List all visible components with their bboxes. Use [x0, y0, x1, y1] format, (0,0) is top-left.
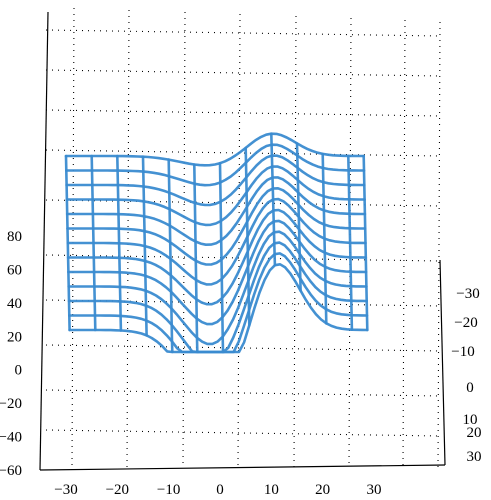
surface-row-line — [66, 197, 367, 286]
z-tick-label: 40 — [7, 296, 22, 312]
surface-column-line — [295, 142, 302, 292]
z-axis-ticks: 80 60 40 20 0 −20 −40 −60 — [0, 229, 22, 479]
bottom-x-axis-line — [39, 464, 446, 471]
surface-column-line — [218, 161, 225, 354]
surface-row-line — [64, 132, 365, 167]
grid-line — [45, 69, 441, 77]
y-tick-label: 0 — [466, 380, 474, 396]
x-axis-ticks: −30 −20 −10 0 10 20 30 — [54, 482, 381, 498]
z-tick-label: −40 — [0, 430, 22, 446]
y-tick-label: −30 — [456, 286, 479, 302]
surface-column-line — [270, 132, 277, 267]
right-y-axis-line — [439, 259, 446, 466]
z-tick-label: 20 — [7, 329, 22, 345]
grid-line — [402, 19, 406, 469]
grid-line — [45, 199, 441, 207]
z-tick-label: −60 — [0, 463, 22, 479]
surface-column-line — [321, 152, 328, 325]
y-tick-label: −10 — [451, 344, 474, 360]
grid-line — [45, 29, 441, 37]
grid-line — [293, 15, 297, 469]
x-tick-label: −20 — [106, 482, 129, 498]
z-tick-label: 60 — [7, 262, 22, 278]
surface-column-line — [90, 154, 97, 332]
surface-row-line — [65, 143, 366, 187]
y-tick-label: 20 — [467, 425, 482, 441]
grid-line — [71, 7, 75, 469]
surface-row-line — [65, 154, 366, 207]
grid-dots — [45, 7, 441, 469]
surface-row-line — [66, 187, 367, 266]
x-tick-label: −30 — [54, 482, 77, 498]
surface-mesh-rows — [64, 132, 369, 354]
grid-line — [437, 21, 441, 469]
z-tick-label: 0 — [15, 363, 23, 379]
grid-line — [45, 109, 441, 117]
surface-column-line — [64, 154, 71, 332]
surface-column-line — [362, 154, 369, 332]
z-tick-label: 80 — [7, 229, 22, 245]
grid-line — [45, 389, 441, 397]
grid-line — [126, 9, 130, 469]
surface-mesh-columns — [64, 132, 369, 354]
y-tick-label: 10 — [463, 412, 478, 428]
x-tick-label: 10 — [264, 482, 279, 498]
surface-column-line — [167, 158, 174, 354]
grid-line — [45, 429, 441, 437]
surface-column-line — [244, 146, 251, 327]
surface-row-line — [65, 176, 367, 246]
y-tick-label: −20 — [454, 315, 477, 331]
x-tick-label: 30 — [367, 482, 382, 498]
x-tick-label: 0 — [216, 482, 224, 498]
surface-row-line — [68, 263, 369, 354]
surface-column-line — [347, 154, 354, 331]
surface-column-line — [141, 155, 148, 337]
surface-column-line — [116, 154, 123, 332]
x-tick-label: 20 — [315, 482, 330, 498]
axes-frame — [39, 11, 446, 471]
surface-row-line — [65, 165, 366, 227]
grid-line — [237, 13, 241, 469]
x-tick-label: −10 — [157, 482, 180, 498]
y-tick-label: 30 — [467, 449, 482, 465]
z-tick-label: −20 — [0, 396, 22, 412]
grid-line — [182, 11, 186, 469]
surface-column-line — [193, 163, 200, 354]
surface-row-line — [67, 219, 368, 326]
surface-row-line — [67, 230, 368, 346]
surface-row-line — [66, 208, 368, 306]
back-wall-edge — [39, 11, 49, 471]
